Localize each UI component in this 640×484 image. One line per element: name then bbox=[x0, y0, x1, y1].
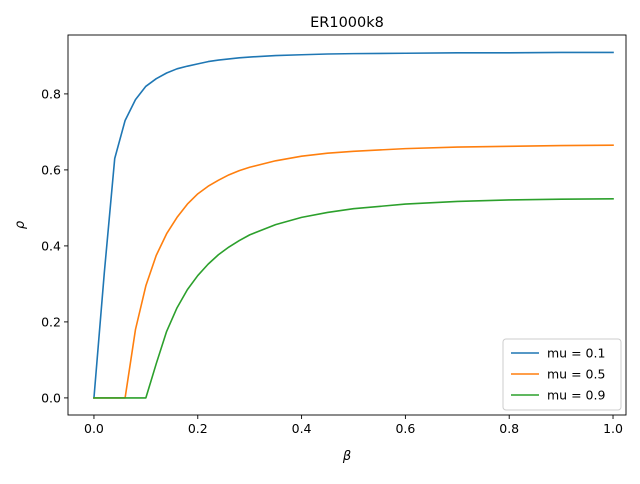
y-tick-label: 0.6 bbox=[41, 162, 61, 177]
x-tick-label: 0.0 bbox=[84, 421, 104, 436]
legend-label: mu = 0.5 bbox=[547, 367, 605, 382]
y-tick-label: 0.8 bbox=[41, 86, 61, 101]
y-tick-label: 0.4 bbox=[41, 238, 61, 253]
y-tick-label: 0.0 bbox=[41, 390, 61, 405]
y-axis-ticks: 0.0 0.2 0.4 0.6 0.8 bbox=[41, 86, 68, 405]
series-line-3 bbox=[93, 197, 614, 399]
plot-series bbox=[93, 51, 614, 399]
series-line-1 bbox=[93, 51, 614, 399]
legend: mu = 0.1 mu = 0.5 mu = 0.9 bbox=[502, 338, 622, 411]
x-tick-label: 0.2 bbox=[188, 421, 208, 436]
x-tick-label: 0.6 bbox=[395, 421, 415, 436]
series-line-2 bbox=[93, 144, 614, 399]
legend-box bbox=[502, 338, 622, 411]
plot-frame bbox=[67, 34, 627, 416]
legend-label: mu = 0.1 bbox=[547, 346, 605, 361]
y-tick-label: 0.2 bbox=[41, 314, 61, 329]
x-axis-label: β bbox=[342, 449, 351, 464]
y-axis-label: ρ bbox=[13, 220, 28, 229]
chart-title: ER1000k8 bbox=[310, 15, 384, 31]
x-tick-label: 0.8 bbox=[499, 421, 519, 436]
legend-label: mu = 0.9 bbox=[547, 388, 605, 403]
x-tick-label: 0.4 bbox=[292, 421, 312, 436]
x-tick-label: 1.0 bbox=[603, 421, 623, 436]
x-axis-ticks: 0.0 0.2 0.4 0.6 0.8 1.0 bbox=[84, 415, 623, 436]
